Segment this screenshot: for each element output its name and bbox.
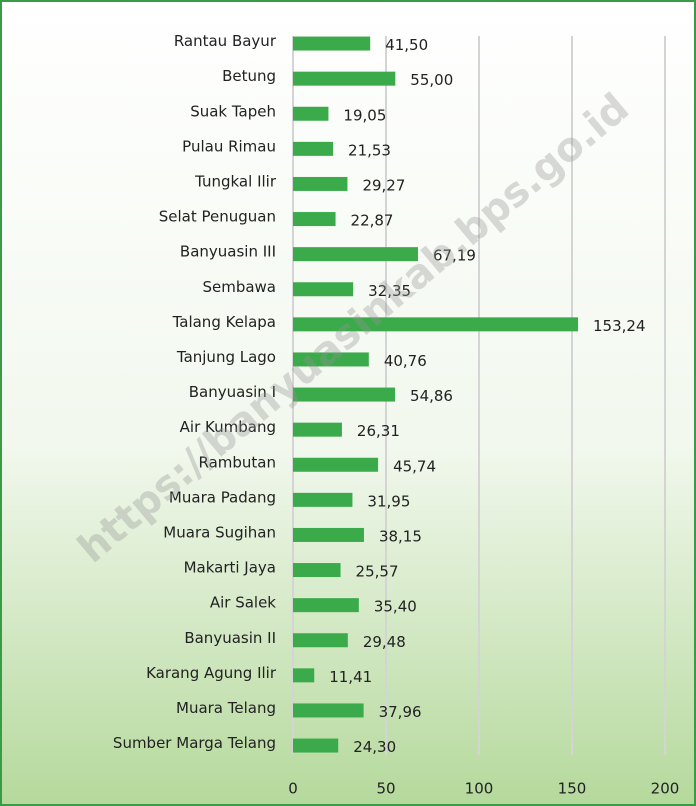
value-label: 67,19: [433, 247, 476, 265]
bar: [293, 492, 353, 507]
bar: [293, 352, 369, 367]
y-tick-label: Air Salek: [210, 594, 276, 612]
y-tick-label: Rambutan: [198, 453, 276, 471]
value-label: 41,50: [385, 36, 428, 54]
value-label: 37,96: [379, 703, 422, 721]
y-tick-label: Banyuasin III: [180, 243, 276, 261]
bar: [293, 422, 342, 437]
value-label: 19,05: [343, 106, 386, 124]
y-tick-label: Pulau Rimau: [182, 137, 276, 155]
bar: [293, 598, 359, 613]
y-tick-label: Selat Penuguan: [159, 208, 276, 226]
bar: [293, 212, 336, 227]
value-label: 29,27: [362, 176, 405, 194]
x-tick-label: 0: [288, 780, 298, 798]
y-tick-label: Karang Agung Ilir: [146, 664, 277, 682]
value-label: 26,31: [357, 422, 400, 440]
value-label: 35,40: [374, 598, 417, 616]
y-tick-label: Sembawa: [202, 278, 276, 296]
bar: [293, 71, 396, 86]
x-tick-label: 50: [376, 780, 395, 798]
x-tick-label: 150: [558, 780, 587, 798]
y-tick-label: Muara Telang: [176, 699, 276, 717]
y-tick-label: Tanjung Lago: [176, 348, 276, 366]
bar: [293, 563, 341, 578]
bar: [293, 738, 339, 753]
bar: [293, 387, 396, 402]
bar: [293, 457, 379, 472]
value-label: 25,57: [356, 563, 399, 581]
y-tick-label: Suak Tapeh: [190, 102, 276, 120]
y-tick-label: Sumber Marga Telang: [113, 734, 276, 752]
value-label: 24,30: [353, 738, 396, 756]
bar: [293, 247, 418, 262]
bar: [293, 176, 348, 191]
value-label: 22,87: [351, 212, 394, 230]
x-tick-label: 100: [465, 780, 494, 798]
bar: [293, 668, 315, 683]
value-label: 29,48: [363, 633, 406, 651]
value-label: 11,41: [329, 668, 372, 686]
y-tick-label: Banyuasin II: [184, 629, 276, 647]
value-label: 31,95: [367, 492, 410, 510]
y-tick-label: Muara Padang: [169, 488, 276, 506]
x-tick-label: 200: [651, 780, 680, 798]
y-tick-label: Banyuasin I: [189, 383, 276, 401]
bar: [293, 527, 364, 542]
value-label: 54,86: [410, 387, 453, 405]
bar: [293, 106, 329, 121]
y-tick-label: Betung: [222, 67, 276, 85]
value-label: 55,00: [410, 71, 453, 89]
bar: [293, 317, 579, 332]
y-tick-label: Muara Sugihan: [163, 523, 276, 541]
y-tick-label: Rantau Bayur: [174, 32, 277, 50]
bar: [293, 633, 348, 648]
y-tick-label: Air Kumbang: [180, 418, 276, 436]
value-label: 45,74: [393, 457, 436, 475]
y-tick-label: Makarti Jaya: [184, 559, 276, 577]
bar: [293, 703, 364, 718]
value-label: 40,76: [384, 352, 427, 370]
bar: [293, 141, 334, 156]
value-label: 32,35: [368, 282, 411, 300]
bars: Rantau Bayur 41,50 Betung 55,00 Suak Tapeh 19…: [113, 32, 646, 756]
bar: [293, 36, 371, 51]
value-label: 153,24: [593, 317, 646, 335]
value-label: 38,15: [379, 527, 422, 545]
bar: [293, 282, 354, 297]
y-tick-label: Tungkal Ilir: [194, 172, 277, 190]
y-tick-label: Talang Kelapa: [172, 313, 276, 331]
value-label: 21,53: [348, 141, 391, 159]
